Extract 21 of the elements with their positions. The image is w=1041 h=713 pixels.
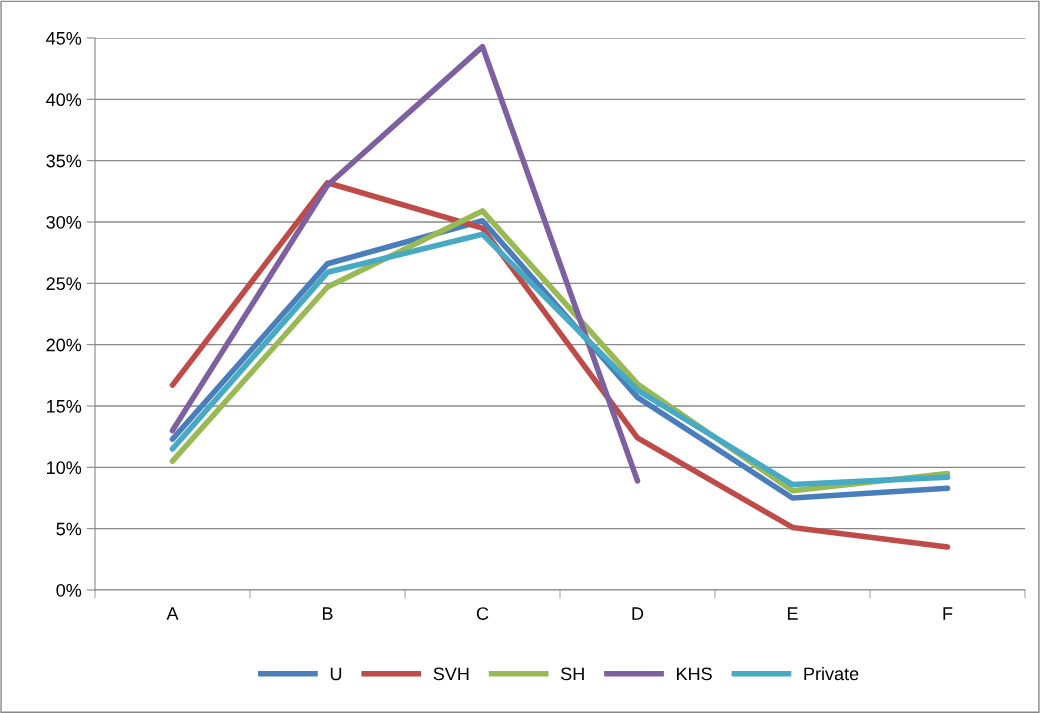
x-tick-label: F [943, 607, 953, 620]
y-tick-label: 40% [46, 93, 82, 107]
legend-label: SH [561, 667, 584, 681]
y-tick-label: 25% [46, 277, 82, 291]
x-tick-label: A [166, 607, 179, 620]
legend-label: SVH [433, 667, 469, 681]
y-tick-label: 15% [47, 400, 82, 413]
y-tick-label: 20% [46, 338, 82, 352]
y-tick-label: 10% [47, 461, 82, 475]
legend-label: KHS [677, 667, 712, 681]
legend-label: Private [804, 666, 859, 681]
y-tick-label: 5% [56, 522, 82, 536]
x-tick-label: B [322, 607, 333, 620]
x-tick-label: E [787, 607, 798, 620]
x-tick-label: C [476, 607, 489, 620]
y-tick-label: 45% [46, 32, 82, 45]
y-tick-label: 0% [56, 583, 82, 597]
y-tick-label: 30% [46, 215, 82, 229]
x-tick-label: D [632, 607, 644, 620]
y-tick-label: 35% [46, 154, 82, 168]
legend-label: U [330, 667, 342, 681]
